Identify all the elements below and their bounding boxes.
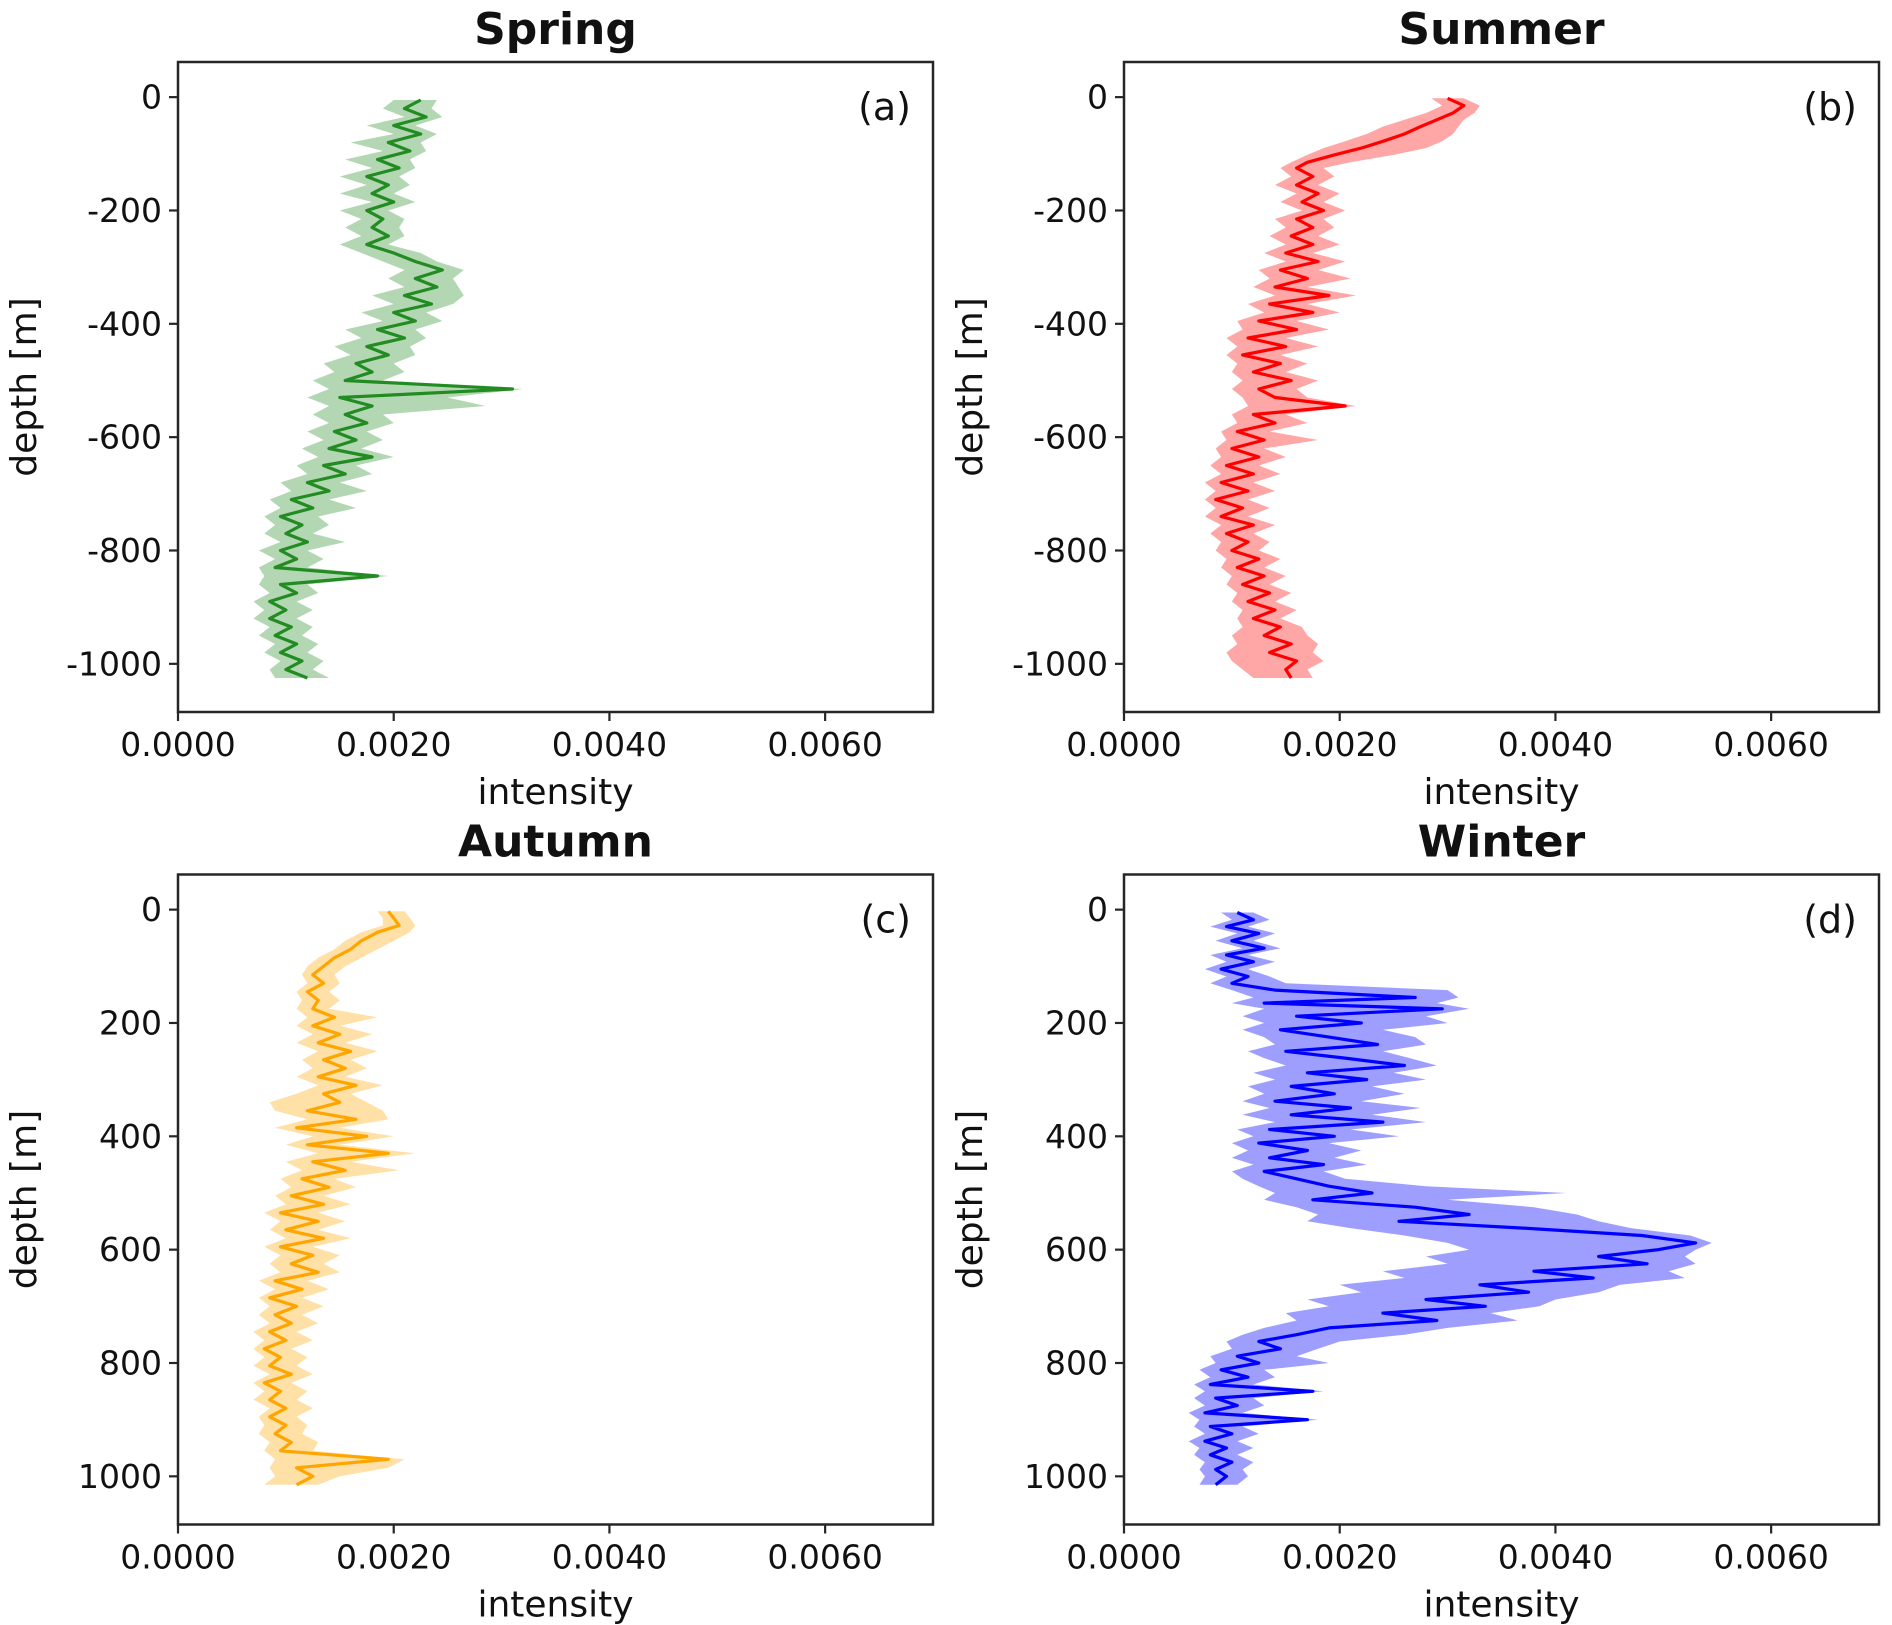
x-axis-label: intensity — [477, 772, 633, 812]
y-tick-label: 0 — [1087, 890, 1108, 929]
panel-title: Winter — [1418, 817, 1586, 868]
winter-mean-line — [1203, 911, 1698, 1487]
x-tick-label: 0.0060 — [1713, 725, 1828, 764]
spring-confidence-band — [253, 100, 524, 678]
y-axis-label: depth [m] — [4, 1110, 45, 1289]
panel-letter-label: (a) — [858, 85, 911, 129]
x-tick-label: 0.0020 — [1282, 1538, 1397, 1577]
y-tick-label: -400 — [1033, 304, 1108, 343]
x-tick-label: 0.0000 — [120, 725, 235, 764]
x-tick-label: 0.0060 — [767, 725, 882, 764]
panel-winter: 0.0000 0.0020 0.0040 0.0060 0 200 400 600 800 100… — [950, 817, 1881, 1625]
x-tick-label: 0.0040 — [1498, 1538, 1613, 1577]
axes-spines — [1122, 60, 1881, 714]
y-tick-label: 400 — [1045, 1117, 1108, 1156]
panel-title: Autumn — [458, 817, 653, 868]
panel-letter-label: (b) — [1803, 85, 1857, 129]
x-tick-label: 0.0060 — [1713, 1538, 1828, 1577]
winter-confidence-band — [1188, 912, 1712, 1485]
panel-autumn: 0.0000 0.0020 0.0040 0.0060 0 200 400 600 800 100… — [4, 817, 935, 1625]
x-tick-label: 0.0020 — [1282, 725, 1397, 764]
y-tick-label: 1000 — [1024, 1457, 1108, 1496]
y-tick-label: -800 — [87, 531, 162, 570]
y-tick-label: 800 — [1045, 1343, 1108, 1382]
y-axis-label: depth [m] — [950, 297, 991, 476]
x-axis-label: intensity — [1423, 772, 1579, 812]
y-tick-label: -200 — [87, 191, 162, 230]
x-tick-label: 0.0040 — [1498, 725, 1613, 764]
summer-confidence-band — [1204, 98, 1480, 679]
y-tick-label: -1000 — [1012, 644, 1108, 683]
axes-spines — [176, 873, 935, 1526]
x-tick-label: 0.0000 — [1066, 725, 1181, 764]
panel-spring: 0.0000 0.0020 0.0040 0.0060 0 -200 -400 -600 -80… — [4, 4, 935, 812]
y-tick-label: 0 — [141, 890, 162, 929]
y-axis-label: depth [m] — [4, 297, 45, 476]
x-tick-label: 0.0020 — [336, 725, 451, 764]
summer-mean-line — [1214, 96, 1466, 679]
panel-title: Spring — [474, 4, 637, 55]
spring-mean-line — [268, 98, 515, 680]
y-tick-label: 200 — [99, 1003, 162, 1042]
panel-title: Summer — [1398, 4, 1605, 55]
y-tick-label: 600 — [1045, 1230, 1108, 1269]
y-tick-label: -1000 — [66, 644, 162, 683]
y-tick-label: 400 — [99, 1117, 162, 1156]
y-tick-label: 1000 — [78, 1457, 162, 1496]
y-tick-label: 800 — [99, 1343, 162, 1382]
x-axis-label: intensity — [1423, 1585, 1579, 1625]
panel-letter-label: (c) — [860, 898, 911, 942]
panel-letter-label: (d) — [1803, 898, 1857, 942]
y-tick-label: 200 — [1045, 1003, 1108, 1042]
x-tick-label: 0.0000 — [120, 1538, 235, 1577]
x-tick-label: 0.0040 — [552, 725, 667, 764]
x-tick-label: 0.0000 — [1066, 1538, 1181, 1577]
y-tick-label: -800 — [1033, 531, 1108, 570]
x-tick-label: 0.0020 — [336, 1538, 451, 1577]
y-tick-label: -600 — [1033, 418, 1108, 457]
axes-spines — [1122, 873, 1881, 1526]
x-tick-label: 0.0040 — [552, 1538, 667, 1577]
y-tick-label: -200 — [1033, 191, 1108, 230]
autumn-confidence-band — [253, 911, 416, 1485]
autumn-mean-line — [262, 910, 401, 1487]
panel-summer: 0.0000 0.0020 0.0040 0.0060 0 -200 -400 -600 -80… — [950, 4, 1881, 812]
axes-spines — [176, 60, 935, 714]
y-tick-label: -400 — [87, 304, 162, 343]
y-tick-label: 600 — [99, 1230, 162, 1269]
y-axis-label: depth [m] — [950, 1110, 991, 1289]
y-tick-label: 0 — [141, 78, 162, 117]
y-tick-label: 0 — [1087, 78, 1108, 117]
x-tick-label: 0.0060 — [767, 1538, 882, 1577]
x-axis-label: intensity — [477, 1585, 633, 1625]
y-tick-label: -600 — [87, 418, 162, 457]
